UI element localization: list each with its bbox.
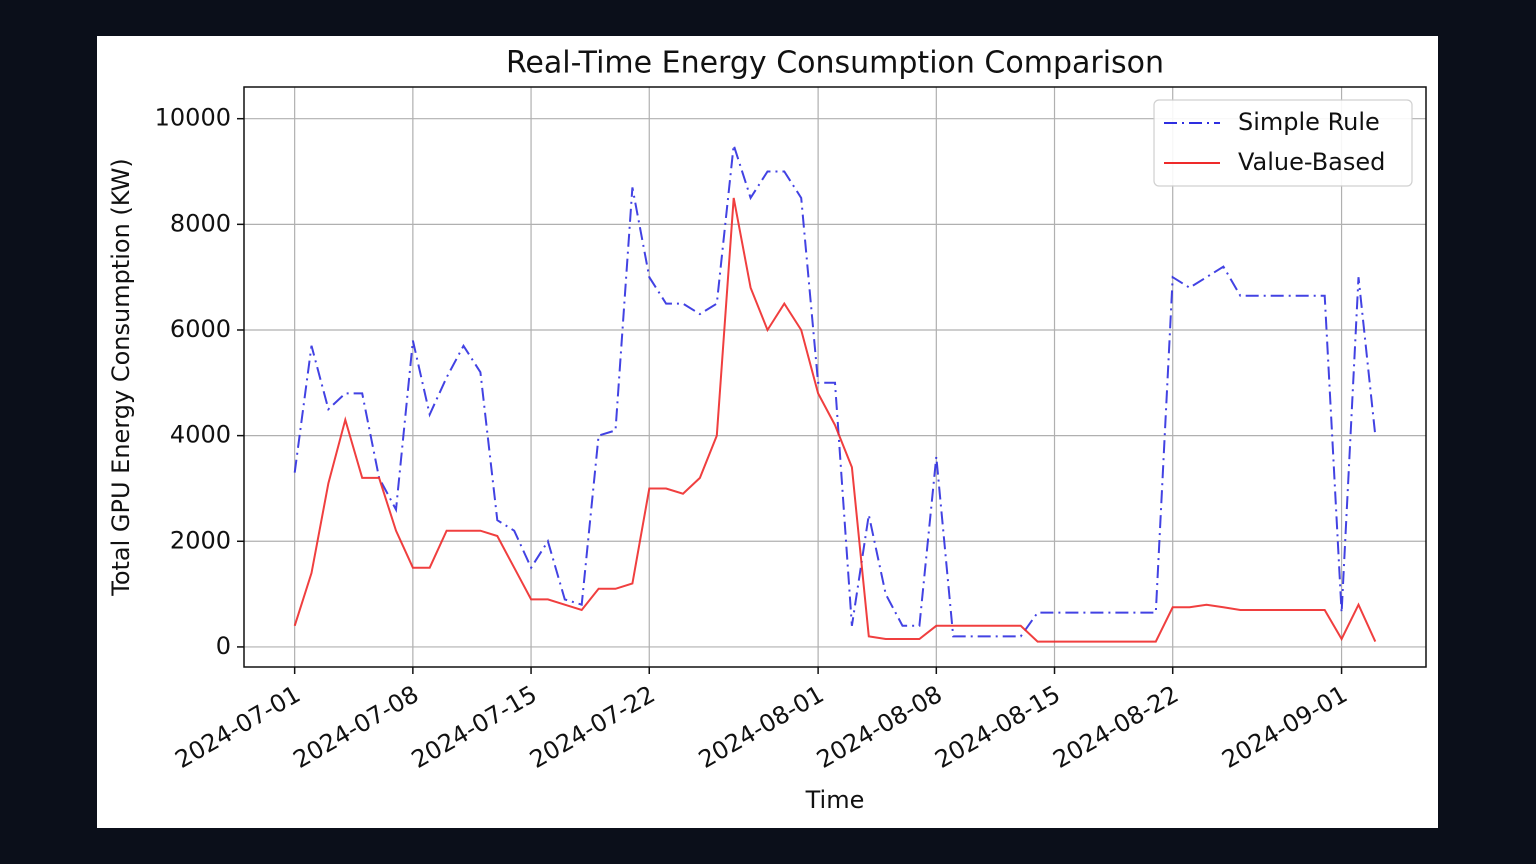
legend-box bbox=[1153, 99, 1413, 187]
line-series bbox=[293, 144, 1377, 638]
axes-frame bbox=[243, 86, 1427, 668]
y-tick-label: 8000 bbox=[170, 209, 231, 237]
y-axis-label: Total GPU Energy Consumption (KW) bbox=[107, 158, 135, 597]
y-tick-label: 4000 bbox=[170, 421, 231, 449]
x-axis-label: Time bbox=[805, 786, 865, 814]
plot-area bbox=[244, 87, 1426, 667]
y-tick-label: 6000 bbox=[170, 315, 231, 343]
y-tick-label: 2000 bbox=[170, 526, 231, 554]
legend-label: Value-Based bbox=[1238, 148, 1385, 176]
legend-label: Simple Rule bbox=[1238, 108, 1380, 136]
chart-title: Real-Time Energy Consumption Comparison bbox=[506, 46, 1164, 81]
line-series bbox=[293, 197, 1377, 643]
y-tick-label: 10000 bbox=[155, 104, 231, 132]
y-tick-label: 0 bbox=[216, 632, 231, 660]
